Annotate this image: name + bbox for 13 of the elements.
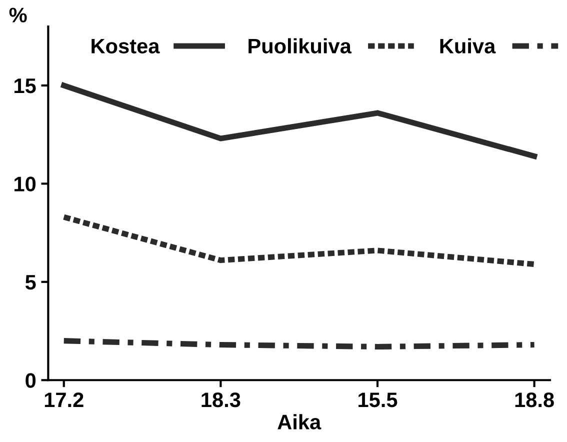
y-tick-label: 10 <box>14 176 36 192</box>
legend-label: Kuiva <box>440 38 496 54</box>
x-tick-label: 17.2 <box>44 392 84 408</box>
y-tick-label: 5 <box>25 275 36 290</box>
y-tick-label: 0 <box>26 373 36 388</box>
y-axis-title: % <box>9 8 27 22</box>
x-tick-label: 18.8 <box>515 392 554 408</box>
legend-label: Puolikuiva <box>248 38 352 54</box>
y-tick-label: 15 <box>14 78 36 94</box>
x-tick-label: 18.3 <box>202 392 240 408</box>
legend-label: Kostea <box>92 38 160 54</box>
x-tick-label: 15.5 <box>358 392 398 408</box>
x-axis-title: Aika <box>278 414 322 430</box>
